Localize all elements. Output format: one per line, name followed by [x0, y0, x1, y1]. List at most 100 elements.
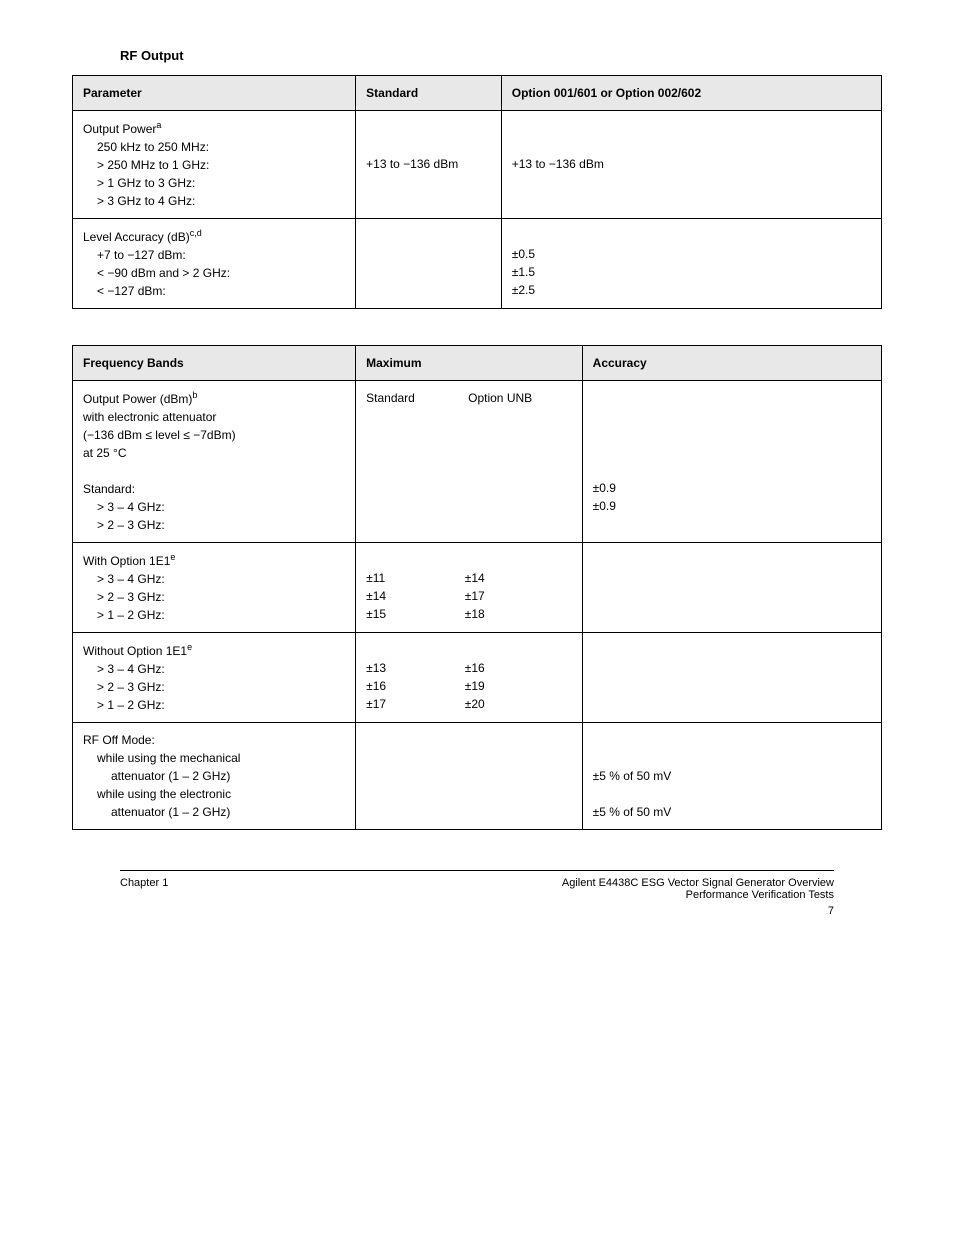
table-row: With Option 1E1e > 3 – 4 GHz: > 2 – 3 GH… — [73, 543, 882, 633]
table-header-row: Frequency Bands Maximum Accuracy — [73, 346, 882, 381]
col-maximum: Maximum — [356, 346, 583, 381]
param-line: with electronic attenuator — [83, 410, 216, 424]
table-rf-output: Parameter Standard Option 001/601 or Opt… — [72, 75, 882, 309]
subcol-head: Option UNB — [468, 389, 567, 407]
value-line: +13 to −136 dBm — [366, 157, 458, 171]
value-line: ±13 — [366, 659, 465, 677]
param-line: > 250 MHz to 1 GHz: — [83, 156, 345, 174]
param-title: Output Power — [83, 122, 156, 136]
cell-std: +13 to −136 dBm — [356, 111, 502, 219]
footer-title-1: Agilent E4438C ESG Vector Signal Generat… — [562, 877, 834, 889]
table-row: RF Off Mode: while using the mechanical … — [73, 723, 882, 830]
footnote-ref[interactable]: e — [170, 552, 175, 562]
table-row: Level Accuracy (dB)c,d +7 to −127 dBm: <… — [73, 219, 882, 309]
cell-param: Output Power (dBm)b with electronic atte… — [73, 381, 356, 543]
value-line: ±20 — [465, 695, 564, 713]
cell-opt: ±0.5 ±1.5 ±2.5 — [501, 219, 881, 309]
subcol-head: Standard — [366, 389, 465, 407]
cell-max: Standard Option UNB — [356, 381, 583, 543]
table-row: Output Powera 250 kHz to 250 MHz: > 250 … — [73, 111, 882, 219]
cell-max: ±11±14 ±14±17 ±15±18 — [356, 543, 583, 633]
param-line: > 3 – 4 GHz: — [83, 498, 345, 516]
param-title: RF Off Mode: — [83, 733, 155, 747]
footnote-ref[interactable]: e — [187, 642, 192, 652]
value-line: ±19 — [465, 677, 564, 695]
param-line: > 1 – 2 GHz: — [83, 696, 345, 714]
cell-param: Level Accuracy (dB)c,d +7 to −127 dBm: <… — [73, 219, 356, 309]
param-title: Without Option 1E1 — [83, 644, 187, 658]
cell-max: ±13±16 ±16±19 ±17±20 — [356, 633, 583, 723]
page-footer: Chapter 1 Agilent E4438C ESG Vector Sign… — [120, 870, 834, 917]
value-line: ±17 — [366, 695, 465, 713]
value-line: ±2.5 — [512, 283, 535, 297]
cell-acc: ±0.9 ±0.9 — [582, 381, 881, 543]
cell-std — [356, 219, 502, 309]
value-line: ±15 — [366, 605, 465, 623]
value-line: ±14 — [366, 587, 465, 605]
cell-acc — [582, 543, 881, 633]
value-line: ±1.5 — [512, 265, 535, 279]
value-line: ±16 — [366, 677, 465, 695]
param-line: 250 kHz to 250 MHz: — [83, 138, 345, 156]
param-line: > 2 – 3 GHz: — [83, 588, 345, 606]
param-line: while using the electronic — [83, 785, 345, 803]
value-line: ±11 — [366, 569, 465, 587]
param-line: at 25 °C — [83, 446, 127, 460]
param-title: With Option 1E1 — [83, 554, 170, 568]
footer-left: Chapter 1 — [120, 877, 168, 917]
param-title: Output Power (dBm) — [83, 392, 192, 406]
cell-param: RF Off Mode: while using the mechanical … — [73, 723, 356, 830]
heading-rf-output: RF Output — [120, 48, 882, 63]
param-subhead: Standard: — [83, 482, 135, 496]
param-line: attenuator (1 – 2 GHz) — [83, 767, 345, 785]
cell-param: With Option 1E1e > 3 – 4 GHz: > 2 – 3 GH… — [73, 543, 356, 633]
value-line: +13 to −136 dBm — [512, 157, 604, 171]
value-line: ±16 — [465, 659, 564, 677]
footer-chapter: Chapter 1 — [120, 877, 168, 889]
cell-param: Without Option 1E1e > 3 – 4 GHz: > 2 – 3… — [73, 633, 356, 723]
value-line: ±0.9 — [593, 481, 616, 495]
param-line: > 3 – 4 GHz: — [83, 570, 345, 588]
param-line: < −90 dBm and > 2 GHz: — [83, 264, 345, 282]
param-line: (−136 dBm ≤ level ≤ −7dBm) — [83, 428, 236, 442]
footer-right: Agilent E4438C ESG Vector Signal Generat… — [562, 877, 834, 917]
value-line: ±14 — [465, 569, 564, 587]
col-freq-bands: Frequency Bands — [73, 346, 356, 381]
table-header-row: Parameter Standard Option 001/601 or Opt… — [73, 76, 882, 111]
cell-max — [356, 723, 583, 830]
param-line: attenuator (1 – 2 GHz) — [83, 803, 345, 821]
param-line: < −127 dBm: — [83, 282, 345, 300]
col-accuracy: Accuracy — [582, 346, 881, 381]
footer-title-2: Performance Verification Tests — [562, 889, 834, 901]
param-line: > 2 – 3 GHz: — [83, 516, 345, 534]
value-line: ±17 — [465, 587, 564, 605]
footnote-ref[interactable]: b — [192, 390, 197, 400]
param-line: > 1 – 2 GHz: — [83, 606, 345, 624]
param-title: Level Accuracy (dB) — [83, 230, 190, 244]
param-line: > 3 GHz to 4 GHz: — [83, 192, 345, 210]
cell-acc: ±5 % of 50 mV ±5 % of 50 mV — [582, 723, 881, 830]
table-row: Without Option 1E1e > 3 – 4 GHz: > 2 – 3… — [73, 633, 882, 723]
table-row: Output Power (dBm)b with electronic atte… — [73, 381, 882, 543]
cell-acc — [582, 633, 881, 723]
param-line: > 3 – 4 GHz: — [83, 660, 345, 678]
col-parameter: Parameter — [73, 76, 356, 111]
param-line: > 2 – 3 GHz: — [83, 678, 345, 696]
footer-page-number: 7 — [562, 905, 834, 917]
page-container: RF Output Parameter Standard Option 001/… — [0, 0, 954, 957]
param-line: +7 to −127 dBm: — [83, 246, 345, 264]
cell-opt: +13 to −136 dBm — [501, 111, 881, 219]
value-line: ±5 % of 50 mV — [593, 769, 672, 783]
value-line: ±0.5 — [512, 247, 535, 261]
col-option: Option 001/601 or Option 002/602 — [501, 76, 881, 111]
footnote-ref[interactable]: d — [197, 228, 202, 238]
cell-param: Output Powera 250 kHz to 250 MHz: > 250 … — [73, 111, 356, 219]
col-standard: Standard — [356, 76, 502, 111]
table-frequency-bands: Frequency Bands Maximum Accuracy Output … — [72, 345, 882, 830]
footnote-ref[interactable]: a — [156, 120, 161, 130]
value-line: ±5 % of 50 mV — [593, 805, 672, 819]
value-line: ±0.9 — [593, 499, 616, 513]
param-line: > 1 GHz to 3 GHz: — [83, 174, 345, 192]
value-line: ±18 — [465, 605, 564, 623]
param-line: while using the mechanical — [83, 749, 345, 767]
